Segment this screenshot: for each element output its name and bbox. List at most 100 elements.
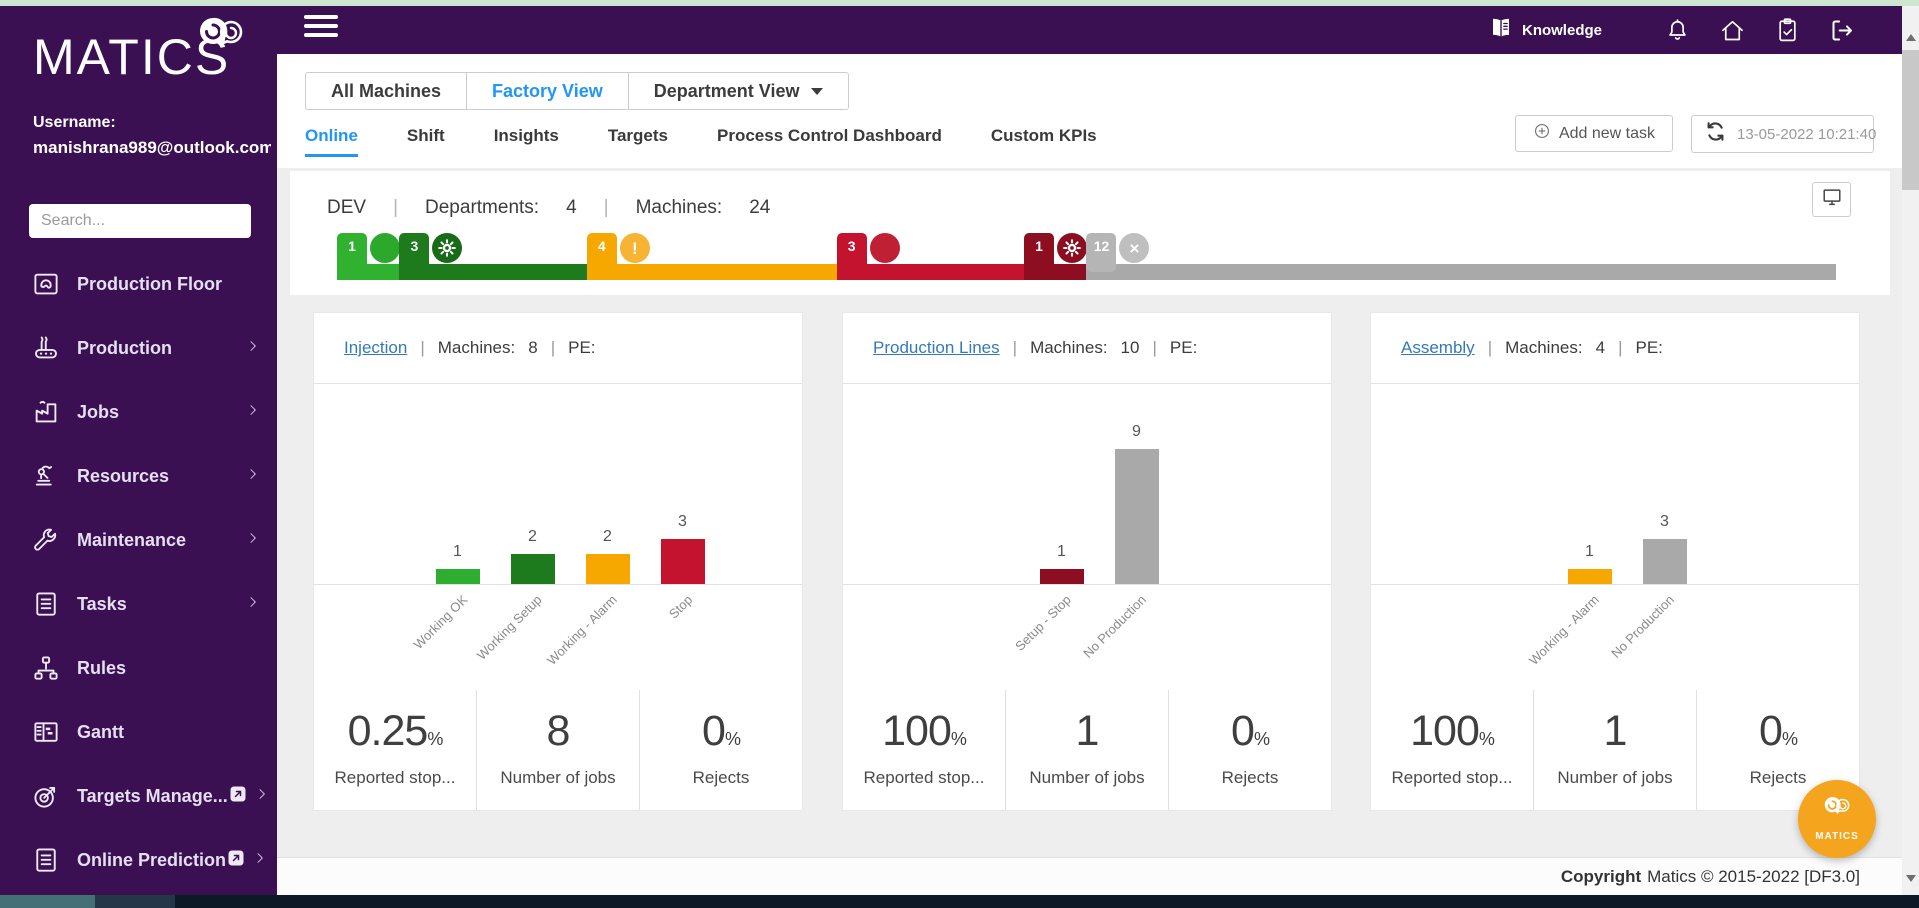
status-segment-no-production[interactable]: 12 × (1086, 233, 1836, 280)
department-link[interactable]: Injection (344, 338, 408, 357)
hamburger-menu-icon[interactable] (304, 15, 338, 41)
browser-edge-strip (0, 0, 1919, 6)
status-segment-working-alarm[interactable]: 4! (586, 233, 837, 280)
username-value: manishrana989@outlook.com (33, 138, 271, 157)
tab-custom-kpis[interactable]: Custom KPIs (990, 126, 1097, 145)
view-tab-department-view[interactable]: Department View (627, 72, 850, 110)
department-card-production-lines: Production Lines | Machines: 10 | PE: 1 Setup -… (842, 312, 1332, 811)
copyright-bold: Copyright (1560, 866, 1642, 886)
status-segment-working-setup[interactable]: 3 (399, 233, 587, 280)
logout-icon[interactable] (1829, 17, 1856, 44)
view-tab-all-machines[interactable]: All Machines (305, 72, 468, 110)
add-new-task-button[interactable]: Add new task (1514, 115, 1673, 152)
tab-insights[interactable]: Insights (493, 126, 559, 145)
production-floor-icon (30, 268, 62, 300)
department-card-assembly: Assembly | Machines: 4 | PE: 1 Working - Alarm 3… (1370, 312, 1860, 811)
stat-suffix: % (724, 729, 741, 749)
bar-category-label: No Production (1080, 592, 1150, 661)
search-input[interactable] (29, 204, 251, 238)
department-link[interactable]: Production Lines (873, 338, 1000, 357)
taskbar-edge-strip (0, 895, 1919, 908)
departments-value: 4 (566, 197, 577, 218)
department-link[interactable]: Assembly (1401, 338, 1475, 357)
bar-value-label: 3 (678, 513, 687, 530)
status-gear-icon (1057, 233, 1088, 263)
chevron-right-icon (252, 850, 268, 871)
sidebar-item-gantt[interactable]: Gantt (0, 700, 277, 764)
status-circle-icon (370, 233, 400, 263)
machines-label: Machines: (635, 197, 723, 218)
matics-logo-icon (193, 16, 249, 69)
separator: | (1012, 338, 1018, 357)
machines-label: Machines: (1030, 338, 1108, 357)
chevron-right-icon (245, 338, 261, 359)
sidebar-item-label: Production Floor (77, 273, 222, 294)
refresh-timestamp[interactable]: 13-05-2022 10:21:40 (1691, 115, 1876, 153)
clipboard-check-icon[interactable] (1774, 17, 1801, 44)
status-segment-setup-stop[interactable]: 1 (1024, 233, 1088, 280)
bar-working-ok (435, 569, 480, 584)
machine-status-bar: 1 3 4! 3 1 12 × (337, 233, 1836, 280)
knowledge-button[interactable]: Knowledge (1488, 16, 1602, 45)
tab-online[interactable]: Online (305, 126, 358, 157)
separator: | (550, 338, 556, 357)
bar-no-production (1642, 539, 1687, 584)
status-bar-chart: 1 Setup - Stop 9 No Production (843, 384, 1331, 690)
tab-shift[interactable]: Shift (406, 126, 445, 145)
bar-working-alarm (585, 554, 630, 584)
stat-number-of-jobs: 8 Number of jobs (476, 690, 639, 810)
stat-label: Number of jobs (1557, 768, 1673, 787)
sidebar-item-tasks[interactable]: Tasks (0, 572, 277, 636)
sidebar-item-production-floor[interactable]: Production Floor (0, 252, 277, 316)
status-count-chip: 4 (586, 233, 617, 272)
gantt-icon (30, 716, 62, 748)
sidebar-item-targets-manage[interactable]: Targets Manage... (0, 764, 277, 828)
float-button-label: MATICS (1815, 831, 1859, 842)
stat-label: Rejects (1221, 768, 1279, 787)
separator: | (420, 338, 425, 357)
sidebar-item-jobs[interactable]: Jobs (0, 380, 277, 444)
status-count-chip: 3 (836, 233, 867, 272)
display-view-button[interactable] (1812, 182, 1851, 217)
resources-icon (30, 460, 62, 492)
sidebar-item-label: Tasks (77, 593, 127, 614)
rules-icon (30, 652, 62, 684)
sidebar-item-online-prediction[interactable]: Online Prediction (0, 828, 277, 892)
sidebar-item-rules[interactable]: Rules (0, 636, 277, 700)
stat-label: Reported stop... (863, 768, 985, 787)
status-bar-chart: 1 Working OK 2 Working Setup 2 Working - Alar… (314, 384, 802, 690)
machines-value: 10 (1120, 338, 1140, 357)
bar-no-production (1114, 449, 1159, 584)
home-icon[interactable] (1719, 17, 1746, 44)
chevron-right-icon (254, 786, 270, 807)
machines-label: Machines: (437, 338, 516, 357)
sidebar-item-label: Jobs (77, 401, 120, 422)
scroll-up-arrow[interactable] (1902, 28, 1919, 46)
stat-reported-stop: 100% Reported stop... (843, 690, 1005, 810)
sidebar-item-production[interactable]: Production (0, 316, 277, 380)
tab-process-control-dashboard[interactable]: Process Control Dashboard (717, 126, 942, 145)
stat-suffix: % (950, 729, 967, 749)
scrollbar-thumb[interactable] (1902, 50, 1919, 190)
tab-targets[interactable]: Targets (607, 126, 669, 145)
sidebar-item-resources[interactable]: Resources (0, 444, 277, 508)
view-tab-label: Factory View (492, 80, 603, 101)
stat-value: 0% (1231, 707, 1270, 755)
bell-icon[interactable] (1664, 17, 1691, 44)
vertical-scrollbar[interactable] (1902, 6, 1919, 895)
sidebar-item-label: Gantt (77, 721, 124, 742)
overview-summary: DEV | Departments: 4 | Machines: 24 (327, 197, 770, 219)
chevron-right-icon (245, 594, 261, 615)
stat-reported-stop: 0.25% Reported stop... (314, 690, 476, 810)
view-tab-factory-view[interactable]: Factory View (466, 72, 629, 110)
bar-category-label: Working - Alarm (544, 592, 621, 668)
scroll-down-arrow[interactable] (1902, 869, 1919, 887)
stat-rejects: 0% Rejects (1168, 690, 1331, 810)
sidebar-item-label: Rules (77, 657, 127, 678)
status-segment-working-ok[interactable]: 1 (337, 233, 400, 280)
stat-suffix: % (427, 729, 443, 749)
machines-label: Machines: (1505, 338, 1583, 357)
sidebar-item-maintenance[interactable]: Maintenance (0, 508, 277, 572)
matics-assistant-button[interactable]: MATICS (1798, 780, 1876, 858)
status-segment-stop[interactable]: 3 (836, 233, 1025, 280)
